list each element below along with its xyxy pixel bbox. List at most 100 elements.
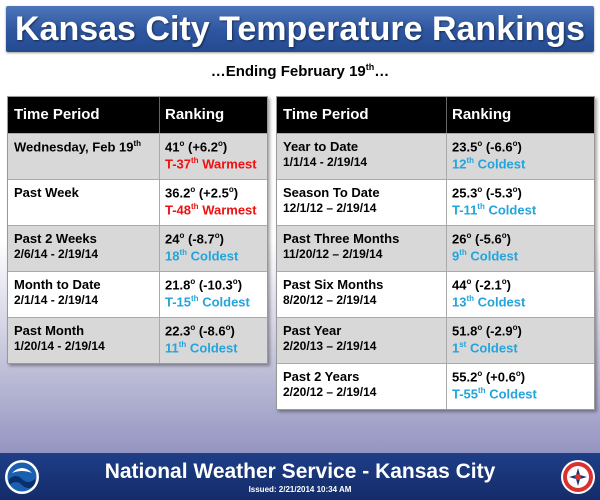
rank-text: T-48th Warmest [165, 202, 267, 217]
period-cell: Past 2 Weeks 2/6/14 - 2/19/14 [8, 226, 160, 271]
period-name: Year to Date [283, 139, 446, 154]
table-row: Season To Date 12/1/12 – 2/19/14 25.3o (-5… [277, 180, 594, 226]
period-label: Wednesday, Feb 19 [14, 139, 134, 155]
header-time-period: Time Period [8, 97, 160, 133]
degree-sup: o [515, 369, 521, 378]
close-paren: ) [517, 185, 522, 201]
degree-sup: o [214, 231, 220, 240]
temp-avg: 36.2 [165, 185, 191, 201]
table-row: Month to Date 2/1/14 - 2/19/14 21.8o (-10.… [8, 272, 267, 318]
rank-label: Coldest [186, 340, 238, 356]
rank-label: Warmest [198, 156, 257, 172]
period-dates: 1/20/14 - 2/19/14 [14, 339, 105, 353]
rank-number: 9 [452, 248, 460, 264]
rank-sup: th [178, 340, 187, 350]
close-paren: ) [219, 231, 224, 247]
period-dates: 8/20/12 – 2/19/14 [283, 293, 377, 307]
period-sup: th [133, 139, 142, 148]
temp-departure: (+0.6 [485, 369, 516, 385]
close-paren: ) [520, 369, 526, 385]
period-cell: Past Year 2/20/13 – 2/19/14 [277, 318, 447, 363]
period-name: Season To Date [283, 185, 446, 200]
table-row: Past Three Months 11/20/12 – 2/19/14 26o (… [277, 226, 594, 272]
rank-text: T-15th Coldest [165, 294, 267, 309]
ranking-cell: 36.2o (+2.5o) T-48th Warmest [160, 180, 267, 225]
period-label: Season To Date [283, 185, 380, 200]
degree-sup: o [501, 231, 507, 240]
period-name: Past Month [14, 323, 159, 338]
temperature-value: 36.2o (+2.5o) [165, 185, 267, 200]
rank-label: Coldest [484, 202, 537, 218]
temp-avg: 25.3 [452, 185, 478, 201]
rank-number: 11 [165, 340, 179, 356]
degree-sup: o [512, 323, 518, 332]
temp-avg: 23.5 [452, 139, 478, 155]
rank-number: T-37 [165, 156, 192, 172]
header-ranking: Ranking [165, 106, 225, 123]
period-cell: Month to Date 2/1/14 - 2/19/14 [8, 272, 160, 317]
subtitle-tail: … [374, 63, 390, 80]
period-dates: 1/1/14 - 2/19/14 [283, 155, 368, 169]
period-cell: Past Six Months 8/20/12 – 2/19/14 [277, 272, 447, 317]
rank-number: 13 [452, 294, 467, 310]
right-ranking-table: Time Period Ranking Year to Date 1/1/14 -… [276, 96, 595, 410]
degree-sup: o [190, 185, 196, 194]
issued-timestamp: Issued: 2/21/2014 10:34 AM [248, 485, 352, 494]
period-cell: Past Week [8, 180, 160, 225]
temp-departure: (-5.3 [485, 185, 513, 201]
rank-sup: st [459, 340, 467, 350]
temp-departure: (+6.2 [187, 139, 218, 155]
temp-avg: 26 [452, 231, 467, 247]
period-dates: 2/6/14 - 2/19/14 [14, 247, 99, 261]
temperature-value: 41o (+6.2o) [165, 139, 267, 154]
temperature-value: 25.3o (-5.3o) [452, 185, 594, 200]
rank-number: 1 [452, 340, 460, 356]
rank-text: 18th Coldest [165, 248, 267, 263]
close-paren: ) [233, 185, 239, 201]
rank-sup: th [179, 248, 188, 258]
degree-sup: o [466, 277, 472, 286]
rank-text: 9th Coldest [452, 248, 594, 263]
header-time-period: Time Period [277, 97, 447, 133]
period-label: Past 2 Weeks [14, 231, 97, 246]
rank-label: Warmest [198, 202, 257, 218]
degree-sup: o [512, 139, 518, 148]
rank-number: 12 [452, 156, 467, 172]
period-label: Past Month [14, 323, 85, 338]
degree-sup: o [477, 369, 483, 378]
close-paren: ) [506, 277, 511, 293]
temperature-value: 26o (-5.6o) [452, 231, 594, 246]
temp-avg: 41 [165, 139, 180, 155]
period-name: Past 2 Weeks [14, 231, 159, 246]
degree-sup: o [179, 139, 185, 148]
temp-avg: 24 [165, 231, 180, 247]
temp-departure: (-10.3 [198, 277, 233, 293]
rank-label: Coldest [198, 294, 250, 310]
rank-sup: th [478, 386, 486, 396]
rank-number: 18 [165, 248, 180, 264]
temperature-value: 23.5o (-6.6o) [452, 139, 594, 154]
rank-sup: th [477, 202, 485, 212]
degree-sup: o [477, 139, 483, 148]
table-row: Past Year 2/20/13 – 2/19/14 51.8o (-2.9o) 1… [277, 318, 594, 364]
rank-sup: th [191, 156, 199, 166]
degree-sup: o [512, 185, 518, 194]
temp-departure: (+2.5 [198, 185, 229, 201]
rank-label: Coldest [474, 156, 526, 172]
footer-title: National Weather Service - Kansas City [104, 460, 496, 483]
close-paren: ) [222, 139, 228, 155]
ranking-cell: 41o (+6.2o) T-37th Warmest [160, 134, 267, 179]
degree-sup: o [232, 277, 238, 286]
degree-sup: o [477, 185, 483, 194]
period-dates: 12/1/12 – 2/19/14 [283, 201, 377, 215]
period-label: Past 2 Years [283, 369, 360, 384]
period-dates: 2/20/13 – 2/19/14 [283, 339, 377, 353]
rank-text: 12th Coldest [452, 156, 594, 171]
rank-label: Coldest [466, 248, 519, 264]
degree-sup: o [190, 323, 196, 332]
degree-sup: o [501, 277, 507, 286]
temperature-value: 51.8o (-2.9o) [452, 323, 594, 338]
table-row: Past 2 Weeks 2/6/14 - 2/19/14 24o (-8.7o) 1… [8, 226, 267, 272]
ranking-cell: 44o (-2.1o) 13th Coldest [447, 272, 594, 317]
period-name: Past Three Months [283, 231, 446, 246]
